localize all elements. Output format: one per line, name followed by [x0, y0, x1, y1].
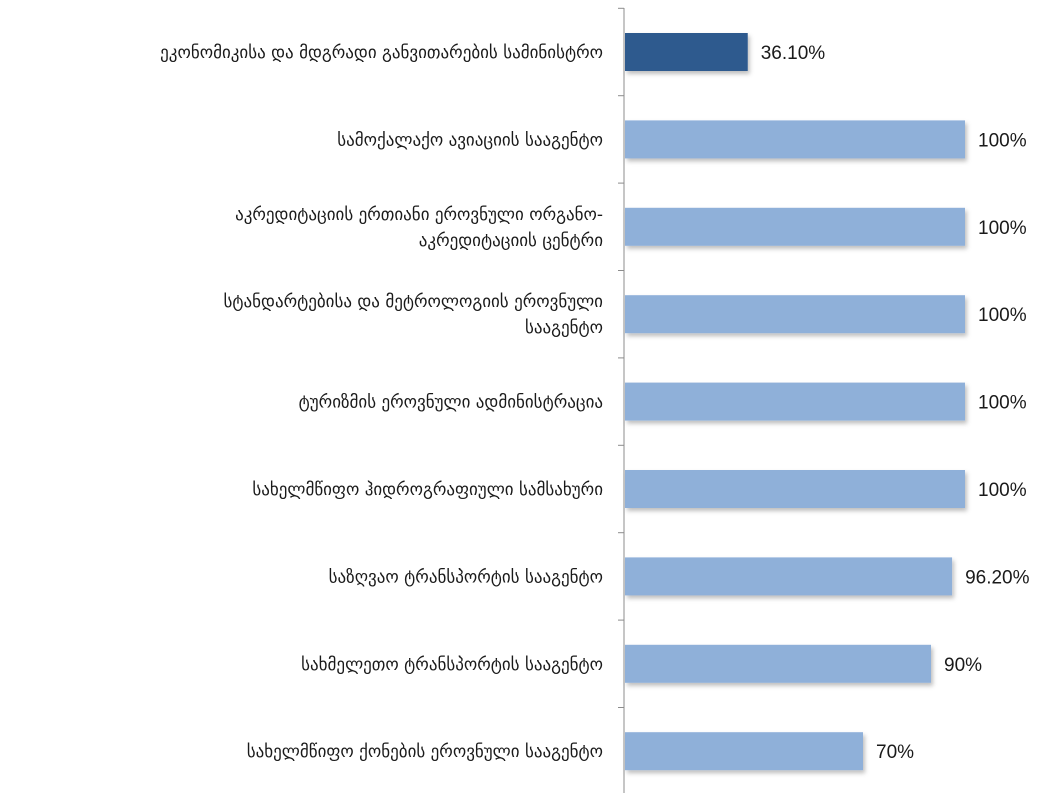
data-label: 100%	[978, 218, 1027, 239]
bar	[625, 295, 965, 334]
bar	[625, 207, 965, 246]
bar	[625, 33, 748, 71]
category-label: აკრედიტაციის ცენტრი	[419, 231, 603, 251]
category-label: სახელმწიფო ქონების ეროვნული სააგენტო	[247, 742, 603, 762]
bar	[625, 644, 931, 683]
category-label: სტანდარტებისა და მეტროლოგიის ეროვნული	[224, 292, 603, 312]
data-label: 100%	[978, 480, 1027, 501]
labels-group: 36.10% ეკონომიკისა და მდგრადი განვითარები…	[160, 43, 1029, 763]
data-label: 36.10%	[761, 43, 826, 64]
category-label: სამოქალაქო ავიაციის სააგენტო	[337, 130, 603, 150]
data-label: 90%	[944, 655, 982, 676]
category-label: სახელმწიფო ჰიდროგრაფიული სამსახური	[252, 480, 603, 500]
category-axis	[618, 7, 625, 793]
bar	[625, 732, 863, 771]
bars-group	[625, 33, 965, 771]
data-label: 96.20%	[965, 567, 1030, 588]
category-label: სახმელეთო ტრანსპორტის სააგენტო	[301, 655, 603, 675]
data-label: 100%	[978, 130, 1027, 151]
data-label: 70%	[876, 742, 914, 763]
category-label: აკრედიტაციის ერთიანი ეროვნული ორგანო-	[235, 205, 603, 225]
category-label: სააგენტო	[525, 318, 603, 338]
category-label: ტურიზმის ეროვნული ადმინისტრაცია	[299, 393, 603, 413]
bar	[625, 557, 953, 596]
bar	[625, 470, 965, 508]
data-label: 100%	[978, 393, 1027, 414]
bar	[625, 120, 965, 159]
category-label: საზღვაო ტრანსპორტის სააგენტო	[329, 567, 603, 587]
data-label: 100%	[978, 305, 1027, 326]
bar	[625, 382, 965, 421]
category-label: ეკონომიკისა და მდგრადი განვითარების სამი…	[160, 43, 603, 63]
